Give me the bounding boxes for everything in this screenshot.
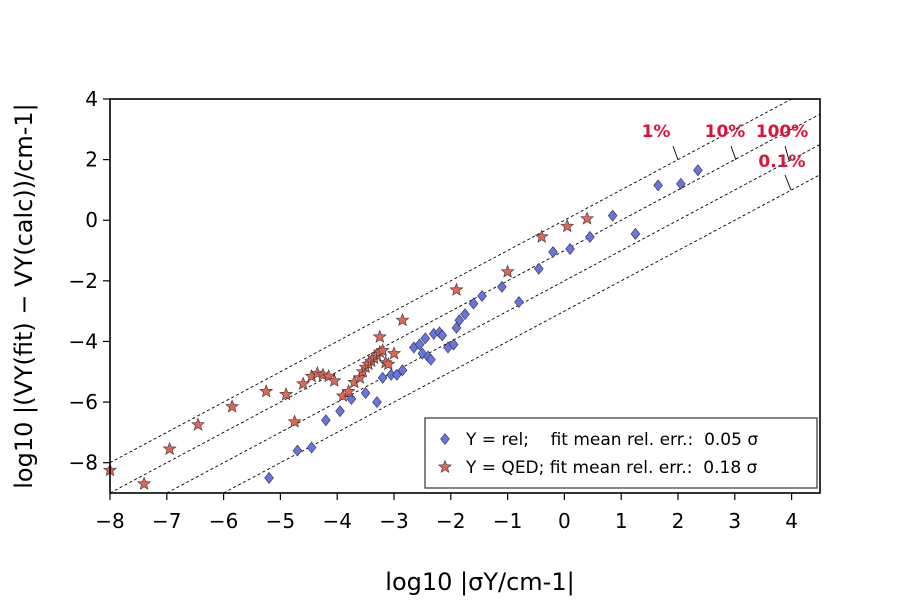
point-rel — [321, 414, 331, 427]
point-qed — [162, 441, 177, 455]
reference-line-0 — [109, 98, 792, 464]
y-tick-label: −4 — [69, 329, 98, 353]
annotation-pointer — [784, 174, 792, 191]
percent-annotations: 1% 10% 100% 0.1% — [642, 122, 809, 191]
point-qed — [259, 384, 274, 398]
point-rel — [693, 164, 703, 177]
point-rel — [346, 393, 357, 406]
point-rel — [448, 338, 459, 351]
x-tick-label: −2 — [436, 509, 465, 533]
x-tick-label: 3 — [728, 509, 741, 533]
annotation-label: 0.1% — [758, 152, 805, 172]
point-qed — [191, 417, 205, 431]
point-qed — [375, 343, 390, 357]
point-rel — [653, 179, 663, 192]
y-tick-label: −6 — [69, 390, 98, 414]
x-tick-label: −4 — [322, 509, 351, 533]
point-qed — [395, 312, 410, 327]
point-qed — [137, 476, 152, 490]
annotation-pointer — [730, 145, 737, 161]
axis-ticks: −8 −7 −6 −5 −4 −3 −2 −1 0 1 2 3 4 4 2 0 −2 −4 −6 −8 — [69, 87, 798, 533]
data-points — [103, 164, 703, 490]
x-tick-label: 0 — [558, 509, 571, 533]
y-tick-label: −8 — [69, 451, 98, 475]
annotation-pointer — [784, 145, 790, 161]
point-rel — [372, 396, 382, 409]
annotation-label: 10% — [705, 122, 746, 142]
point-qed — [500, 264, 515, 278]
point-rel — [548, 246, 558, 259]
point-rel — [292, 444, 303, 457]
y-tick-label: 0 — [85, 208, 98, 232]
y-tick-label: 4 — [85, 87, 98, 111]
point-rel — [460, 308, 470, 321]
point-rel — [454, 314, 465, 327]
legend-label-qed: Y = QED; fit mean rel. err.: 0.18 σ — [465, 458, 758, 478]
point-rel — [514, 296, 524, 309]
point-rel — [437, 329, 448, 342]
x-tick-label: −7 — [152, 509, 181, 533]
legend-marker-qed — [438, 459, 452, 473]
point-qed — [287, 414, 302, 428]
x-tick-label: 4 — [785, 509, 798, 533]
point-qed — [387, 346, 401, 360]
x-tick-label: −5 — [266, 509, 295, 533]
y-tick-label: 2 — [85, 148, 98, 172]
point-qed — [372, 329, 387, 343]
point-rel — [497, 280, 507, 293]
point-rel — [414, 338, 425, 351]
point-rel — [426, 353, 436, 366]
point-qed — [225, 399, 240, 413]
point-rel — [585, 230, 595, 243]
point-qed — [296, 376, 311, 390]
point-qed — [327, 373, 342, 387]
point-qed — [279, 387, 294, 401]
point-qed — [449, 282, 464, 296]
legend-label-rel: Y = rel; fit mean rel. err.: 0.05 σ — [465, 430, 758, 450]
legend: Y = rel; fit mean rel. err.: 0.05 σ Y = … — [424, 417, 818, 489]
x-tick-label: −8 — [95, 509, 124, 533]
point-qed — [534, 229, 549, 243]
point-rel — [360, 387, 371, 399]
point-rel — [264, 471, 274, 484]
point-rel — [306, 441, 317, 454]
point-rel — [534, 262, 544, 275]
reference-line-2 — [166, 144, 821, 494]
point-rel — [630, 227, 641, 240]
x-tick-label: −3 — [379, 509, 408, 533]
annotation-label: 100% — [756, 122, 809, 142]
point-rel — [397, 364, 408, 377]
point-rel — [392, 368, 402, 381]
annotation-pointer — [672, 145, 679, 161]
point-rel — [420, 332, 431, 345]
point-rel — [607, 209, 618, 222]
x-tick-label: −1 — [493, 509, 522, 533]
reference-line-3 — [223, 174, 821, 494]
point-qed — [381, 356, 396, 371]
legend-marker-rel — [440, 433, 450, 445]
point-rel — [477, 290, 487, 302]
point-qed — [341, 384, 356, 398]
point-rel — [565, 243, 575, 256]
reference-line-1 — [109, 113, 821, 494]
point-qed — [560, 218, 575, 233]
annotation-label: 1% — [642, 122, 671, 142]
y-axis-label: log10 |(VY(fit) − VY(calc))/cm-1| — [10, 103, 38, 489]
x-tick-label: 1 — [615, 509, 628, 533]
point-rel — [335, 405, 345, 418]
point-rel — [676, 177, 686, 190]
x-tick-label: −6 — [209, 509, 238, 533]
point-rel — [377, 371, 388, 384]
point-rel — [468, 297, 479, 310]
point-qed — [580, 211, 595, 225]
legend-box — [424, 417, 818, 489]
y-tick-label: −2 — [69, 269, 98, 293]
x-tick-label: 2 — [672, 509, 685, 533]
x-axis-label: log10 |σY/cm-1| — [385, 568, 574, 596]
plot-frame — [109, 98, 821, 494]
